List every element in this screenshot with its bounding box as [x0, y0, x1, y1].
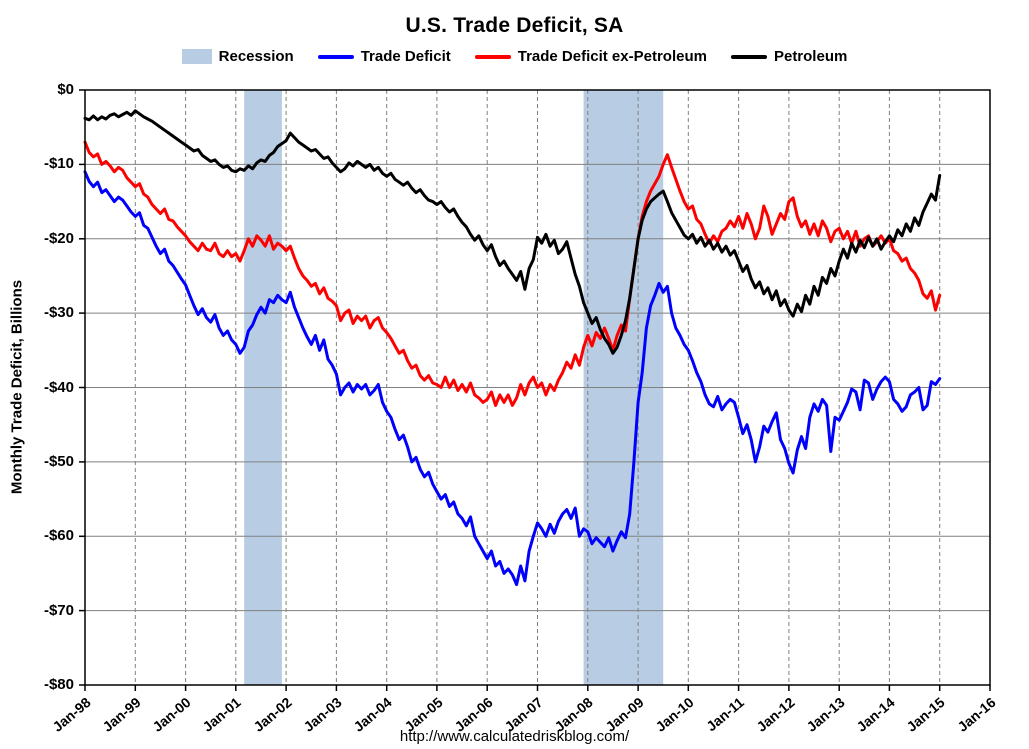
legend-label-recession: Recession [218, 48, 294, 65]
y-tick-label: $0 [57, 81, 74, 98]
y-tick-label: -$60 [43, 527, 74, 545]
legend-label-petroleum: Petroleum [773, 48, 848, 65]
legend: Recession Trade Deficit Trade Deficit ex… [0, 48, 1029, 65]
petroleum-swatch [730, 54, 767, 59]
trade-deficit-swatch [317, 54, 354, 59]
legend-item-petroleum: Petroleum [730, 48, 848, 65]
chart-title: U.S. Trade Deficit, SA [405, 14, 624, 37]
y-tick-label: -$80 [43, 676, 74, 693]
y-tick-label: -$70 [43, 601, 74, 619]
legend-label-ex-petroleum: Trade Deficit ex-Petroleum [517, 48, 707, 65]
legend-item-ex-petroleum: Trade Deficit ex-Petroleum [474, 48, 707, 65]
y-tick-label: -$30 [43, 304, 74, 322]
y-tick-label: -$40 [43, 378, 74, 396]
y-tick-label: -$50 [43, 452, 74, 470]
y-tick-label: -$10 [43, 155, 74, 173]
y-tick-label: -$20 [43, 229, 74, 247]
legend-item-recession: Recession [181, 48, 294, 65]
source-url: http://www.calculatedriskblog.com/ [399, 728, 630, 745]
recession-swatch [181, 49, 212, 64]
legend-label-trade-deficit: Trade Deficit [360, 48, 451, 65]
legend-item-trade-deficit: Trade Deficit [317, 48, 451, 65]
ex-petroleum-swatch [474, 54, 511, 59]
